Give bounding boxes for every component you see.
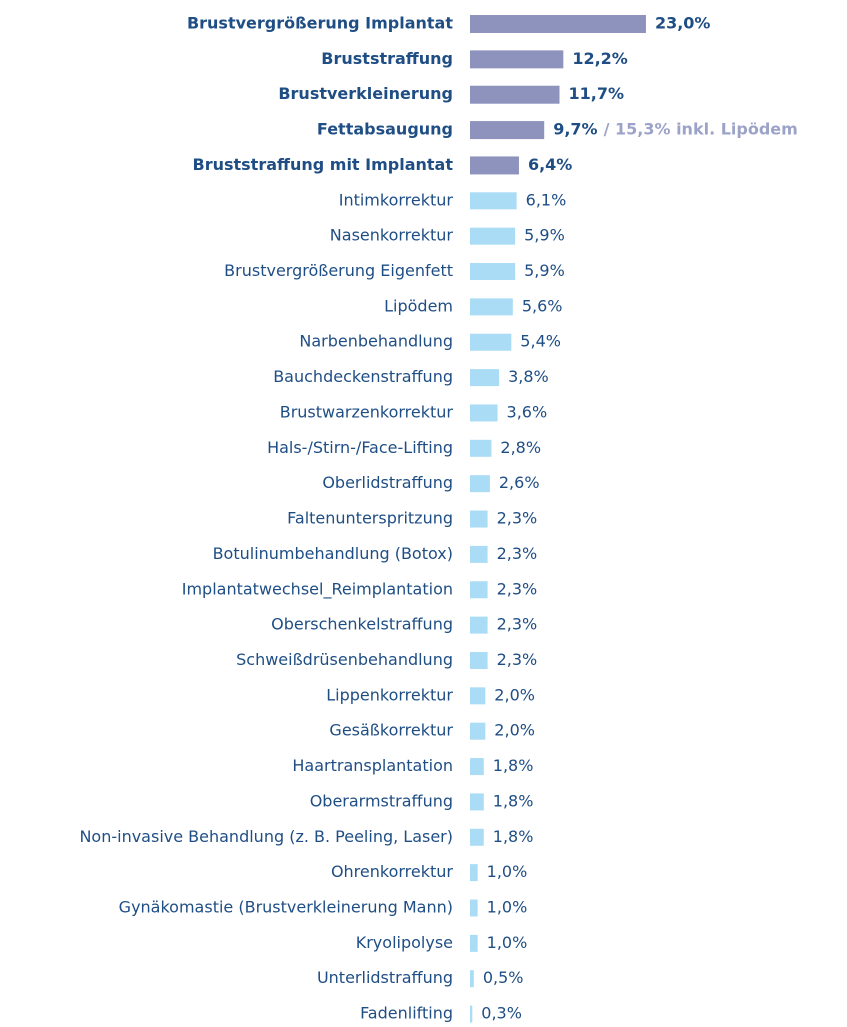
bar xyxy=(470,298,513,316)
value-label: 5,6% xyxy=(522,296,563,315)
category-label: Bruststraffung xyxy=(321,49,453,68)
value-label: 1,0% xyxy=(487,862,528,881)
bar xyxy=(470,758,484,776)
bar xyxy=(470,404,498,422)
value-label: 2,3% xyxy=(497,615,538,634)
bar xyxy=(470,616,488,634)
bar xyxy=(470,793,484,811)
bar xyxy=(470,899,478,917)
bar xyxy=(470,192,517,210)
category-label: Gesäßkorrektur xyxy=(329,721,453,740)
value-label: 5,9% xyxy=(524,226,565,245)
value-label: 2,6% xyxy=(499,473,540,492)
value-label: 1,8% xyxy=(493,756,534,775)
bar xyxy=(470,50,564,69)
value-label: 23,0% xyxy=(655,14,711,33)
category-label: Ohrenkorrektur xyxy=(331,862,453,881)
bar xyxy=(470,828,484,846)
category-label: Intimkorrektur xyxy=(339,190,454,209)
bar xyxy=(470,85,560,104)
bar xyxy=(470,1005,473,1023)
bar xyxy=(470,156,519,175)
bar xyxy=(470,15,646,33)
bar xyxy=(470,545,488,563)
bar xyxy=(470,263,516,281)
bar xyxy=(470,934,478,952)
bar xyxy=(470,121,545,140)
category-label: Brustwarzenkorrektur xyxy=(280,402,454,421)
category-label: Bruststraffung mit Implantat xyxy=(193,155,454,174)
value-label: 2,3% xyxy=(497,544,538,563)
category-label: Brustverkleinerung xyxy=(278,84,453,103)
category-label: Haartransplantation xyxy=(292,756,453,775)
category-label: Botulinumbehandlung (Botox) xyxy=(213,544,453,563)
bar xyxy=(470,369,500,387)
category-label: Brustvergrößerung Implantat xyxy=(187,14,453,33)
value-label: 6,1% xyxy=(526,190,567,209)
bar xyxy=(470,651,488,669)
value-label: 2,0% xyxy=(494,721,535,740)
category-label: Faltenunterspritzung xyxy=(287,509,453,528)
value-label: 0,3% xyxy=(481,1004,522,1023)
category-label: Oberarmstraffung xyxy=(310,791,453,810)
bar xyxy=(470,687,486,705)
value-label: 11,7% xyxy=(569,84,625,103)
value-label: 6,4% xyxy=(528,155,572,174)
category-label: Schweißdrüsenbehandlung xyxy=(236,650,453,669)
category-label: Bauchdeckenstraffung xyxy=(273,367,453,386)
category-label: Fadenlifting xyxy=(360,1004,453,1023)
bar xyxy=(470,439,492,457)
category-label: Brustvergrößerung Eigenfett xyxy=(224,261,453,280)
bar xyxy=(470,864,478,882)
category-label: Hals-/Stirn-/Face-Lifting xyxy=(267,438,453,457)
category-label: Lippenkorrektur xyxy=(326,685,453,704)
value-label: 3,6% xyxy=(507,402,548,421)
value-label: 1,0% xyxy=(487,898,528,917)
category-label: Gynäkomastie (Brustverkleinerung Mann) xyxy=(119,898,453,917)
bar xyxy=(470,581,488,599)
value-label: 2,3% xyxy=(497,579,538,598)
category-label: Narbenbehandlung xyxy=(299,332,453,351)
value-label: 2,8% xyxy=(500,438,541,457)
value-label: 1,0% xyxy=(487,933,528,952)
category-label: Oberschenkelstraffung xyxy=(271,615,453,634)
value-label: 9,7% xyxy=(553,120,597,139)
bar xyxy=(470,227,516,245)
bar xyxy=(470,510,488,528)
bar xyxy=(470,333,512,351)
annotation: / 15,3% inkl. Lipödem xyxy=(604,120,798,139)
value-label: 1,8% xyxy=(493,827,534,846)
bar xyxy=(470,970,474,988)
value-label: 1,8% xyxy=(493,791,534,810)
value-label: 3,8% xyxy=(508,367,549,386)
bar xyxy=(470,722,486,740)
value-label: 5,4% xyxy=(520,332,561,351)
category-label: Lipödem xyxy=(384,296,453,315)
category-label: Fettabsaugung xyxy=(317,120,453,139)
category-label: Implantatwechsel_Reimplantation xyxy=(182,579,453,599)
category-label: Kryolipolyse xyxy=(356,933,453,952)
value-label: 12,2% xyxy=(572,49,628,68)
value-label: 2,0% xyxy=(494,685,535,704)
category-label: Unterlidstraffung xyxy=(317,968,453,987)
bar xyxy=(470,475,490,493)
category-label: Oberlidstraffung xyxy=(322,473,453,492)
value-label: 5,9% xyxy=(524,261,565,280)
category-label: Non-invasive Behandlung (z. B. Peeling, … xyxy=(79,827,453,846)
value-label: 2,3% xyxy=(497,650,538,669)
category-label: Nasenkorrektur xyxy=(330,226,454,245)
value-label: 0,5% xyxy=(483,968,524,987)
value-label: 2,3% xyxy=(497,509,538,528)
